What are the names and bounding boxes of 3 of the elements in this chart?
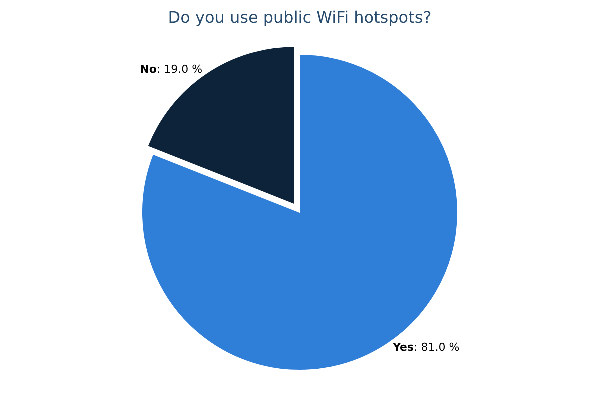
chart-title: Do you use public WiFi hotspots?: [168, 8, 432, 28]
slice-label: Yes: [392, 341, 414, 354]
slice-label: No: [140, 63, 158, 76]
